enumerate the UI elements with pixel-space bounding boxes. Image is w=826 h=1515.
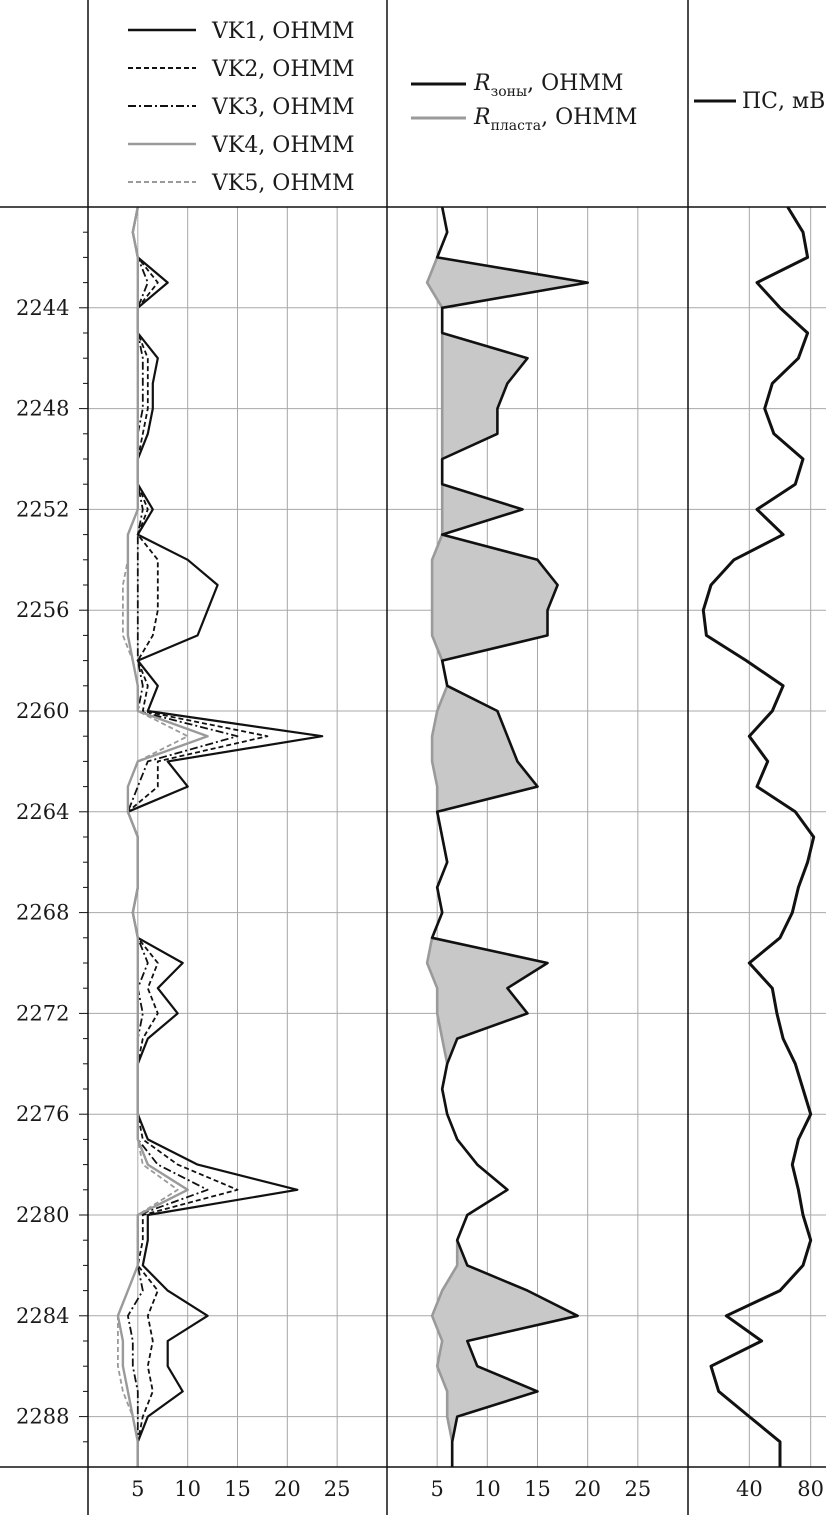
- vk2-curve: [127, 206, 269, 1467]
- vk3-curve: [127, 206, 239, 1467]
- depth-tick-label: 2280: [16, 1203, 69, 1227]
- legend-label-vk3: VK3, OHMM: [211, 95, 355, 120]
- x-tick-label: 10: [174, 1477, 201, 1501]
- vk4-curve: [116, 206, 209, 1467]
- depth-tick-label: 2268: [16, 901, 69, 925]
- depth-tick-label: 2252: [16, 497, 69, 521]
- depth-tick-label: 2272: [16, 1001, 69, 1025]
- depth-tick-label: 2288: [16, 1405, 69, 1429]
- vk1-curve: [126, 206, 324, 1467]
- legend-label-vk5: VK5, OHMM: [211, 171, 355, 196]
- x-tick-label: 80: [797, 1477, 824, 1501]
- r-zone-curve: [430, 206, 589, 1467]
- legend-label-vk4: VK4, OHMM: [211, 133, 355, 158]
- legend-label-r-formation: Rпласта, OHMM: [473, 105, 637, 134]
- vk5-curve: [117, 206, 189, 1467]
- x-tick-label: 10: [474, 1477, 501, 1501]
- x-tick-label: 20: [574, 1477, 601, 1501]
- x-tick-label: 40: [736, 1477, 763, 1501]
- legend-label-sp: ПС, мВ: [742, 89, 825, 114]
- legend-label-vk1: VK1, OHMM: [211, 19, 355, 44]
- x-tick-label: 5: [131, 1477, 144, 1501]
- depth-tick-label: 2244: [16, 296, 69, 320]
- depth-tick-label: 2284: [16, 1304, 69, 1328]
- invasion-zone-fill: [427, 207, 588, 1467]
- x-tick-label: 25: [624, 1477, 651, 1501]
- curve-layer: [116, 206, 816, 1467]
- legend-label-r-zone: Rзоны, OHMM: [473, 71, 623, 100]
- x-tick-label: 5: [430, 1477, 443, 1501]
- x-tick-label: 15: [224, 1477, 251, 1501]
- depth-tick-label: 2248: [16, 397, 69, 421]
- legend-label-vk2: VK2, OHMM: [211, 57, 355, 82]
- depth-tick-label: 2260: [16, 699, 69, 723]
- depth-tick-label: 2256: [16, 598, 69, 622]
- depth-tick-label: 2264: [16, 800, 69, 824]
- depth-tick-label: 2276: [16, 1102, 69, 1126]
- fill-layer: [427, 207, 588, 1467]
- text-layer: 2244 2248 2252 2256 2260 2264 2268 2272 2276 2280…: [16, 19, 825, 1501]
- x-tick-label: 25: [324, 1477, 351, 1501]
- sp-curve: [701, 206, 816, 1467]
- x-tick-label: 20: [274, 1477, 301, 1501]
- x-tick-label: 15: [524, 1477, 551, 1501]
